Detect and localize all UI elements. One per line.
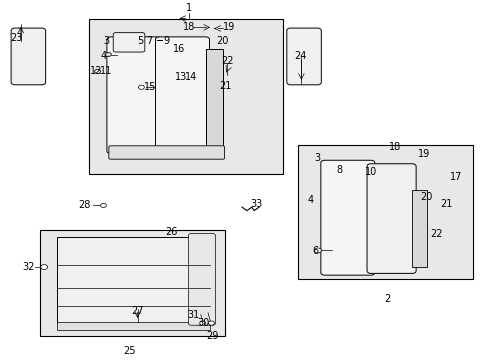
Bar: [205, 49, 222, 147]
FancyBboxPatch shape: [11, 28, 45, 85]
Text: 13: 13: [175, 72, 187, 82]
Text: 29: 29: [206, 331, 219, 341]
Text: 14: 14: [184, 72, 197, 82]
Text: 33: 33: [250, 199, 262, 208]
Text: 6: 6: [311, 246, 317, 256]
Bar: [297, 145, 472, 279]
Polygon shape: [57, 237, 210, 323]
Circle shape: [95, 69, 101, 73]
Text: 5: 5: [137, 36, 143, 46]
Circle shape: [208, 321, 214, 325]
FancyBboxPatch shape: [366, 164, 415, 273]
FancyBboxPatch shape: [155, 37, 209, 154]
Circle shape: [101, 203, 106, 207]
Text: 25: 25: [123, 346, 136, 356]
Text: 7: 7: [146, 36, 152, 46]
Text: 24: 24: [294, 50, 306, 60]
FancyBboxPatch shape: [188, 234, 215, 325]
Circle shape: [200, 321, 205, 325]
Text: 3: 3: [314, 153, 320, 163]
Circle shape: [314, 248, 321, 253]
Text: 2: 2: [383, 294, 389, 304]
Text: 18: 18: [182, 22, 194, 32]
Text: 20: 20: [420, 192, 432, 202]
Text: 20: 20: [216, 36, 228, 46]
Text: 3: 3: [102, 36, 109, 46]
Text: 18: 18: [388, 142, 401, 152]
Text: 26: 26: [165, 227, 178, 237]
Text: 30: 30: [197, 319, 209, 328]
Text: 21: 21: [219, 81, 231, 90]
Text: 16: 16: [172, 44, 184, 54]
Text: 17: 17: [449, 172, 461, 182]
Text: 10: 10: [364, 167, 376, 177]
Bar: [89, 19, 283, 174]
Circle shape: [105, 53, 111, 57]
Text: 8: 8: [336, 165, 342, 175]
Text: 9: 9: [163, 36, 169, 46]
FancyBboxPatch shape: [107, 37, 161, 154]
Text: 15: 15: [143, 82, 156, 92]
Text: 11: 11: [100, 67, 112, 76]
FancyBboxPatch shape: [113, 33, 144, 52]
Bar: [40, 230, 224, 336]
Text: 4: 4: [100, 50, 106, 60]
Text: 32: 32: [22, 262, 34, 272]
Text: 19: 19: [417, 149, 429, 159]
Circle shape: [41, 265, 47, 270]
Text: 12: 12: [90, 67, 102, 76]
Bar: [57, 322, 210, 330]
Text: 4: 4: [306, 195, 312, 205]
Text: 23: 23: [10, 33, 22, 43]
Circle shape: [138, 85, 144, 89]
Bar: [411, 189, 426, 267]
Text: 28: 28: [78, 201, 90, 210]
Text: 31: 31: [187, 310, 199, 320]
FancyBboxPatch shape: [109, 146, 224, 159]
Text: 19: 19: [222, 22, 234, 32]
Text: 27: 27: [131, 306, 143, 316]
Text: 21: 21: [439, 199, 451, 208]
FancyBboxPatch shape: [286, 28, 321, 85]
Text: 1: 1: [185, 3, 191, 13]
FancyBboxPatch shape: [320, 160, 374, 275]
Text: 22: 22: [429, 229, 442, 239]
Text: 22: 22: [221, 56, 233, 66]
